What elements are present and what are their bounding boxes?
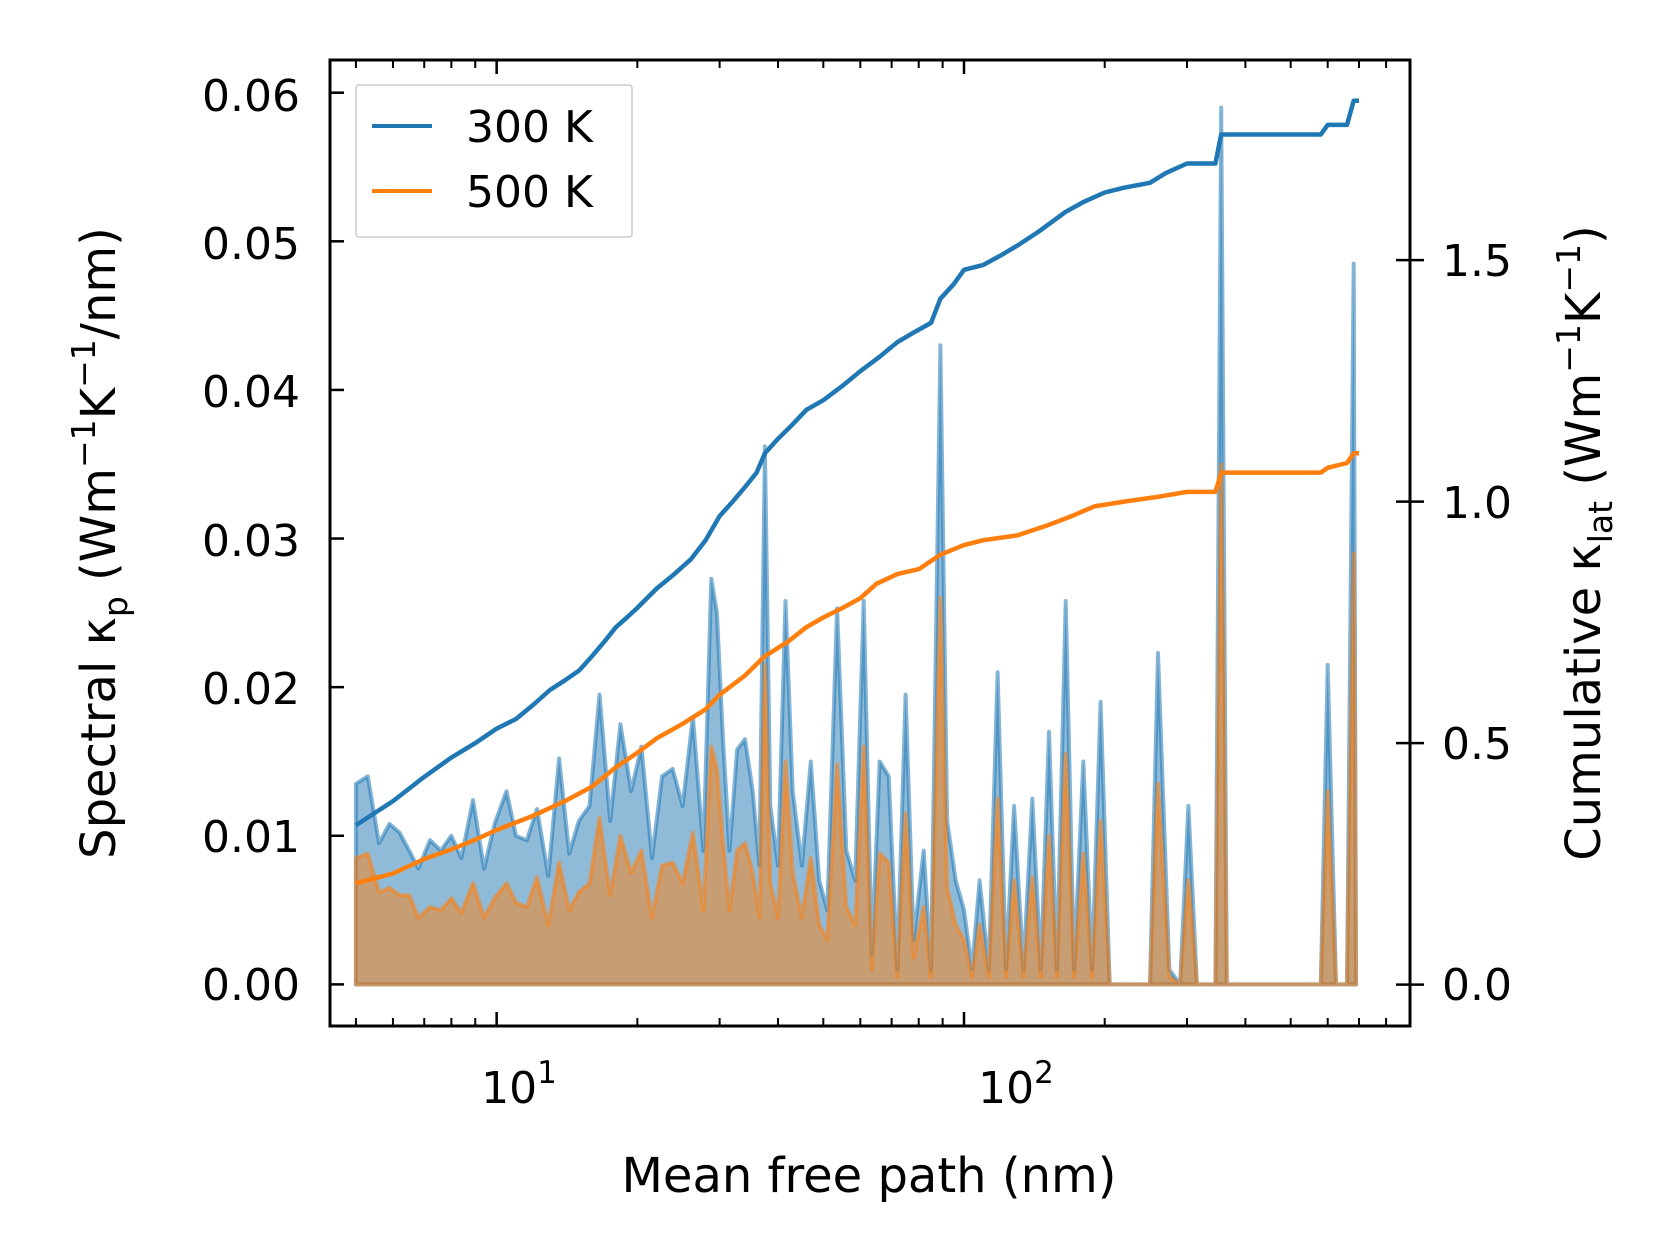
left-y-axis-label: Spectral κp (Wm−1K−1/nm) bbox=[64, 227, 135, 859]
left-y-tick-label: 0.00 bbox=[202, 960, 300, 1011]
spectral-fills bbox=[355, 107, 1357, 985]
left-y-tick-label: 0.04 bbox=[202, 367, 300, 418]
spectral-line-500k bbox=[353, 462, 1359, 987]
left-y-tick-labels: 0.00 0.01 0.02 0.03 0.04 0.05 0.06 bbox=[202, 71, 300, 1011]
right-y-axis-label: Cumulative κlat (Wm−1K−1) bbox=[1549, 225, 1620, 861]
legend-label-500k: 500 K bbox=[466, 167, 594, 218]
left-y-tick-label: 0.01 bbox=[202, 812, 300, 863]
legend-box bbox=[355, 84, 633, 238]
x-tick-label-10-2: 102 bbox=[978, 1055, 1054, 1114]
spectral-fill-500k bbox=[355, 464, 1357, 985]
left-y-tick-label: 0.02 bbox=[202, 664, 300, 715]
cumulative-line-300k bbox=[354, 98, 1359, 828]
left-y-tick-label: 0.05 bbox=[202, 219, 300, 270]
right-y-tick-label: 0.0 bbox=[1442, 960, 1512, 1011]
right-y-tick-label: 1.0 bbox=[1442, 478, 1512, 529]
spectral-fill-300k bbox=[355, 107, 1357, 985]
spectral-lines bbox=[353, 105, 1359, 987]
x-tick-label-10-1: 101 bbox=[481, 1055, 557, 1114]
right-y-tick-label: 0.5 bbox=[1442, 719, 1512, 770]
legend: 300 K 500 K bbox=[355, 84, 633, 238]
right-y-tick-labels: 0.0 0.5 1.0 1.5 bbox=[1442, 236, 1512, 1011]
cumulative-lines bbox=[354, 98, 1359, 886]
right-y-tick-label: 1.5 bbox=[1442, 236, 1512, 287]
left-y-tick-label: 0.06 bbox=[202, 71, 300, 122]
plot-frame bbox=[328, 58, 1412, 1028]
legend-label-300k: 300 K bbox=[466, 102, 594, 153]
left-y-tick-label: 0.03 bbox=[202, 516, 300, 567]
cumulative-line-500k bbox=[355, 451, 1359, 886]
x-axis-label: Mean free path (nm) bbox=[622, 1148, 1117, 1204]
spectral-line-300k bbox=[353, 105, 1359, 987]
